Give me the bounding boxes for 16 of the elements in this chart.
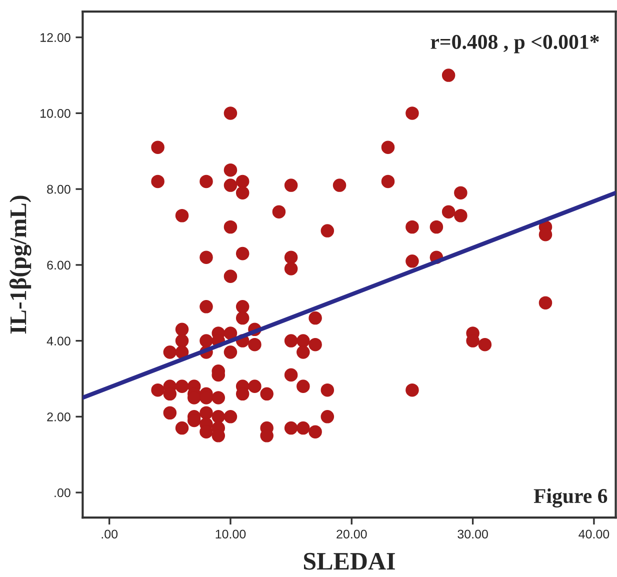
y-tick-label: 8.00: [47, 184, 70, 194]
y-tick-label: 12.00: [40, 33, 70, 42]
x-tick-label: .00: [102, 530, 118, 539]
y-tick-label: .00: [54, 488, 70, 498]
y-axis-title: IL-1β(pg/mL): [9, 196, 32, 334]
annotation: Figure 6: [534, 488, 608, 508]
x-tick-label: 40.00: [578, 530, 610, 539]
y-tick-label: 10.00: [40, 109, 70, 118]
x-tick-label: 10.00: [216, 530, 246, 539]
x-axis-title: SLEDAI: [304, 552, 395, 570]
annotation: r=0.408 , p <0.001*: [430, 34, 599, 54]
y-tick-label: 4.00: [46, 336, 70, 346]
x-tick-label: 30.00: [458, 530, 488, 539]
y-tick-label: 2.00: [47, 412, 70, 422]
x-tick-label: 20.00: [336, 530, 367, 539]
y-tick-label: 6.00: [47, 260, 70, 270]
